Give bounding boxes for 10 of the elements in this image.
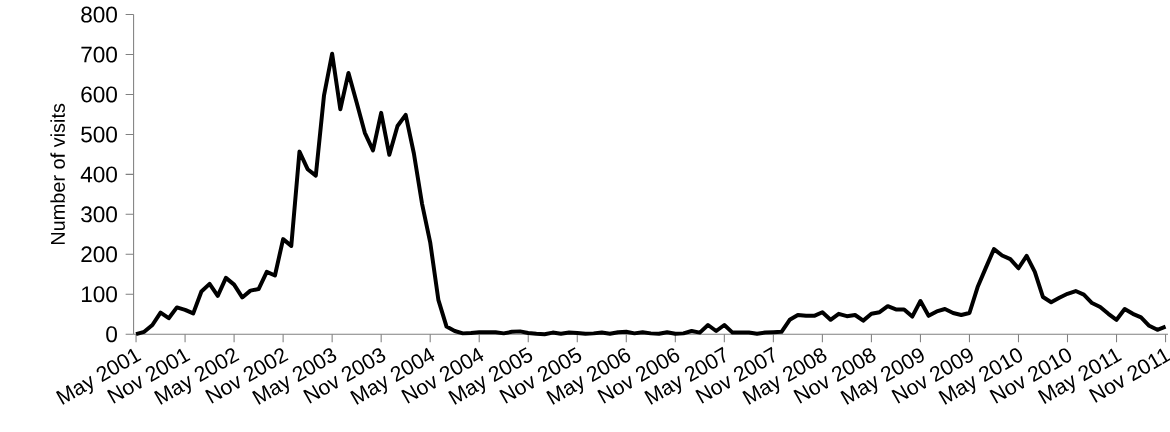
y-tick-label: 600: [81, 86, 117, 103]
y-tick-label: 700: [81, 46, 117, 63]
y-tick-label: 0: [106, 326, 117, 343]
y-axis-title: Number of visits: [50, 104, 65, 245]
y-tick-label: 500: [81, 126, 117, 143]
y-tick-label: 800: [81, 6, 117, 23]
y-tick-label: 400: [80, 166, 117, 183]
y-tick-label: 300: [81, 206, 117, 223]
y-tick-label: 100: [81, 286, 117, 303]
y-tick-label: 200: [81, 246, 117, 263]
